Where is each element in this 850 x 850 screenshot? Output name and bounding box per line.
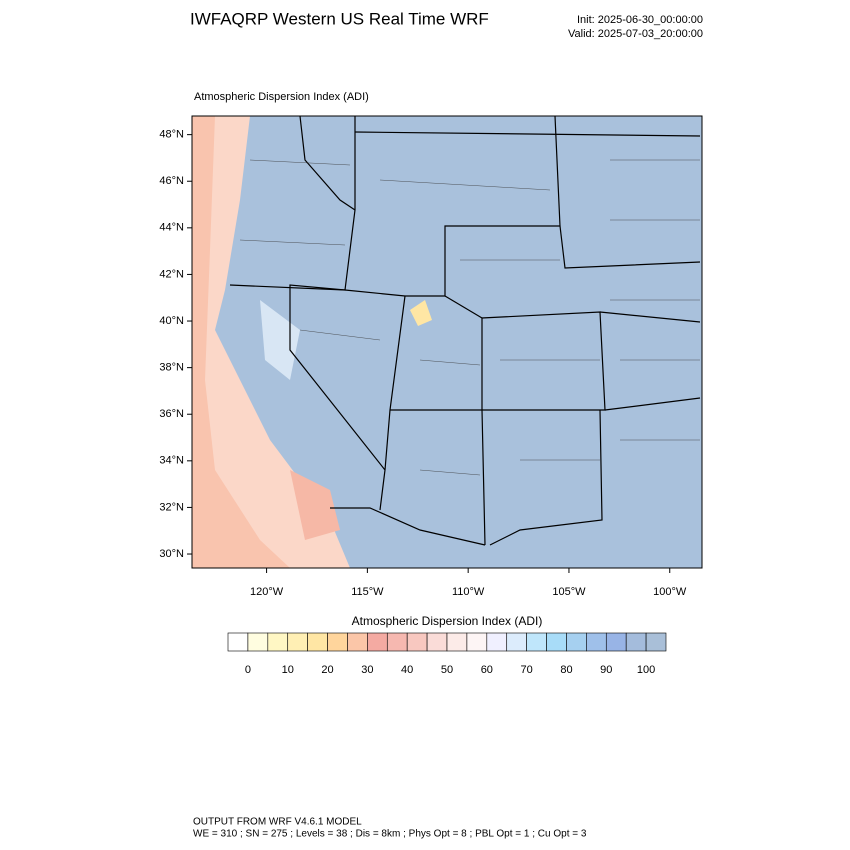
colorbar-tick-label: 30 [361,664,373,676]
lat-tick-label: 34°N [159,455,184,467]
colorbar-tick-label: 60 [481,664,493,676]
colorbar-swatch [625,632,647,652]
lat-tick-label: 42°N [159,268,184,280]
lat-tick-label: 38°N [159,362,184,374]
lon-tick-label: 105°W [552,586,586,598]
colorbar-tick-label: 90 [600,664,612,676]
lon-tick-label: 110°W [452,586,485,598]
lon-tick-label: 115°W [351,586,384,598]
title: IWFAQRP Western US Real Time WRF [190,9,489,28]
colorbar-swatch [367,632,388,652]
colorbar-swatch [645,632,667,652]
colorbar-swatch [605,632,627,652]
footer-line: WE = 310 ; SN = 275 ; Levels = 38 ; Dis … [193,829,587,840]
lat-tick-label: 32°N [159,501,184,513]
lat-tick-label: 46°N [159,175,184,187]
colorbar-swatch [267,632,289,652]
init-time: Init: 2025-06-30_00:00:00 [577,14,703,26]
lat-tick-label: 30°N [159,548,184,560]
colorbar-title: Atmospheric Dispersion Index (ADI) [352,614,543,628]
colorbar-swatch [227,632,249,652]
colorbar-swatch [426,632,448,652]
map-subtitle: Atmospheric Dispersion Index (ADI) [194,91,369,103]
lat-tick-label: 36°N [159,408,184,420]
colorbar-swatch [247,632,269,652]
colorbar-swatch [546,632,567,652]
colorbar-swatch [347,632,368,652]
colorbar-tick-label: 70 [521,664,533,676]
footer-line: OUTPUT FROM WRF V4.6.1 MODEL [193,817,362,828]
colorbar-swatch [287,632,308,652]
colorbar-tick-label: 40 [401,664,413,676]
colorbar-swatch [486,632,508,652]
lat-tick-label: 40°N [159,315,184,327]
colorbar-swatch [526,632,547,652]
lat-tick-label: 48°N [159,129,184,141]
colorbar-swatch [506,632,527,652]
colorbar-tick-label: 100 [637,664,655,676]
lat-tick-label: 44°N [159,222,184,234]
lon-tick-label: 120°W [250,586,284,598]
colorbar-swatch [406,632,428,652]
colorbar-tick-label: 0 [245,664,251,676]
valid-time: Valid: 2025-07-03_20:00:00 [568,28,703,40]
colorbar-swatch [327,632,348,652]
colorbar-swatch [386,632,408,652]
colorbar-swatch [446,632,468,652]
colorbar-tick-label: 20 [321,664,333,676]
map-frame [191,115,703,569]
colorbar-swatch [307,632,328,652]
lon-tick-label: 100°W [653,586,687,598]
colorbar-tick-label: 10 [282,664,294,676]
colorbar-swatch [566,632,587,652]
colorbar-tick-label: 80 [560,664,572,676]
colorbar-tick-label: 50 [441,664,453,676]
colorbar-swatch [586,632,607,652]
colorbar-swatch [466,632,488,652]
map [191,115,703,569]
